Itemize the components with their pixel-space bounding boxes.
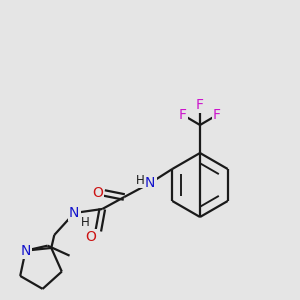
Text: O: O (85, 230, 96, 244)
Text: H: H (81, 217, 90, 230)
Text: F: F (179, 108, 187, 122)
Text: O: O (92, 186, 103, 200)
Text: N: N (20, 244, 31, 258)
Text: N: N (145, 176, 155, 190)
Text: F: F (196, 98, 204, 112)
Text: F: F (213, 108, 221, 122)
Text: N: N (69, 206, 80, 220)
Text: H: H (136, 175, 145, 188)
